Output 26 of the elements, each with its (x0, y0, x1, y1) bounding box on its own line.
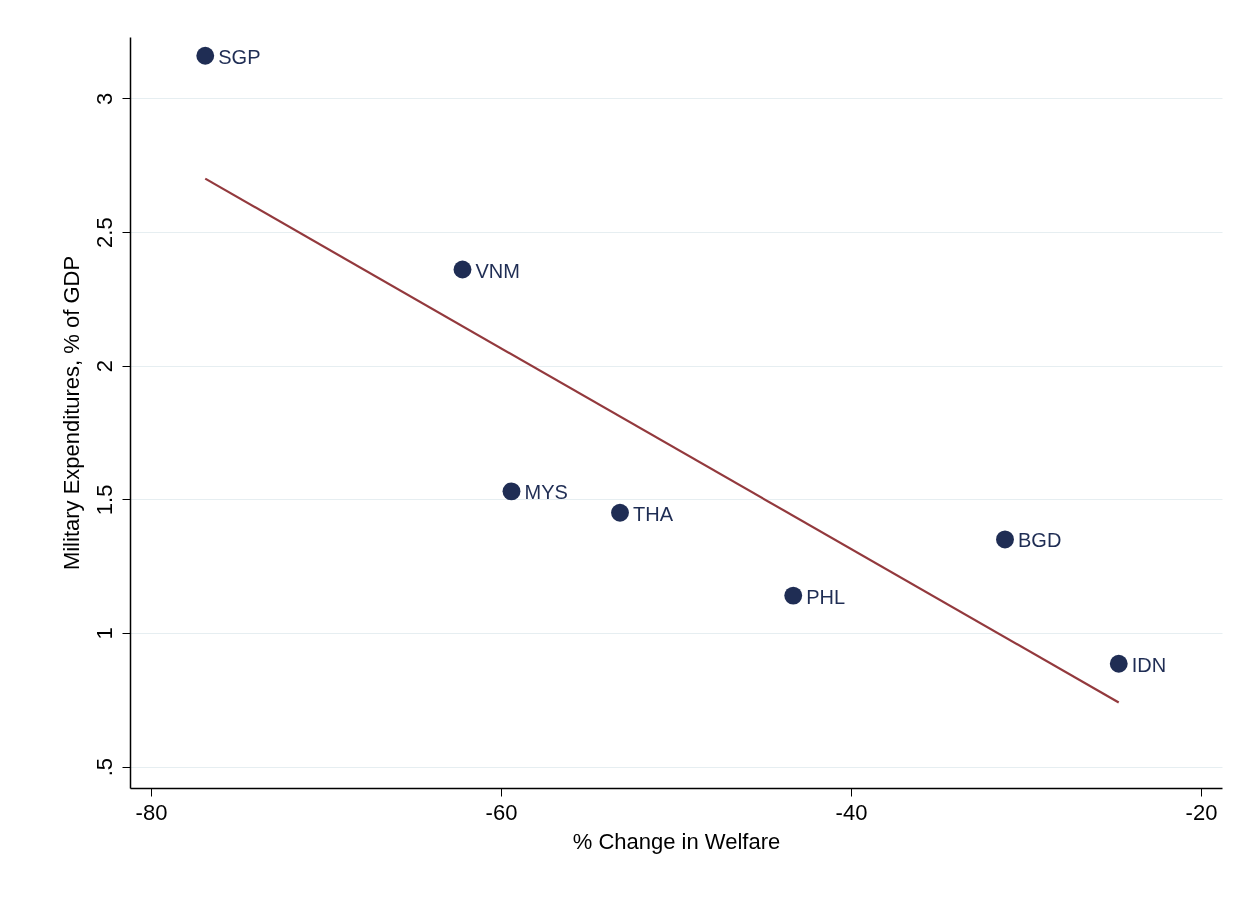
y-tick-label: 1 (91, 627, 117, 640)
y-tick-label: 2.5 (91, 217, 117, 248)
point (453, 260, 472, 279)
point (784, 586, 803, 605)
y-tick-label: 3 (91, 92, 117, 106)
point (996, 530, 1014, 549)
y-axis-title: Military Expenditures, % of GDP (58, 255, 84, 571)
y-tick-label: 1.5 (91, 484, 117, 516)
point (1109, 654, 1128, 673)
annotation: SGP (218, 45, 261, 68)
y-tick-label: .5 (91, 757, 117, 777)
x-tick-label: -60 (485, 799, 518, 825)
annotation: VNM (475, 259, 520, 282)
annotation: MYS (524, 481, 568, 504)
annotation: PHL (806, 585, 846, 608)
annotation: IDN (1131, 653, 1167, 676)
x-axis-title: % Change in Welfare (572, 828, 781, 854)
annotation: THA (633, 502, 674, 525)
point (196, 46, 215, 65)
x-tick-label: -40 (835, 799, 868, 825)
y-tick-label: 2 (91, 360, 117, 373)
x-tick-label: -20 (1185, 799, 1218, 825)
annotation: BGD (1018, 529, 1062, 552)
point (611, 503, 629, 522)
point (502, 482, 521, 501)
x-tick-label: -80 (135, 799, 168, 825)
